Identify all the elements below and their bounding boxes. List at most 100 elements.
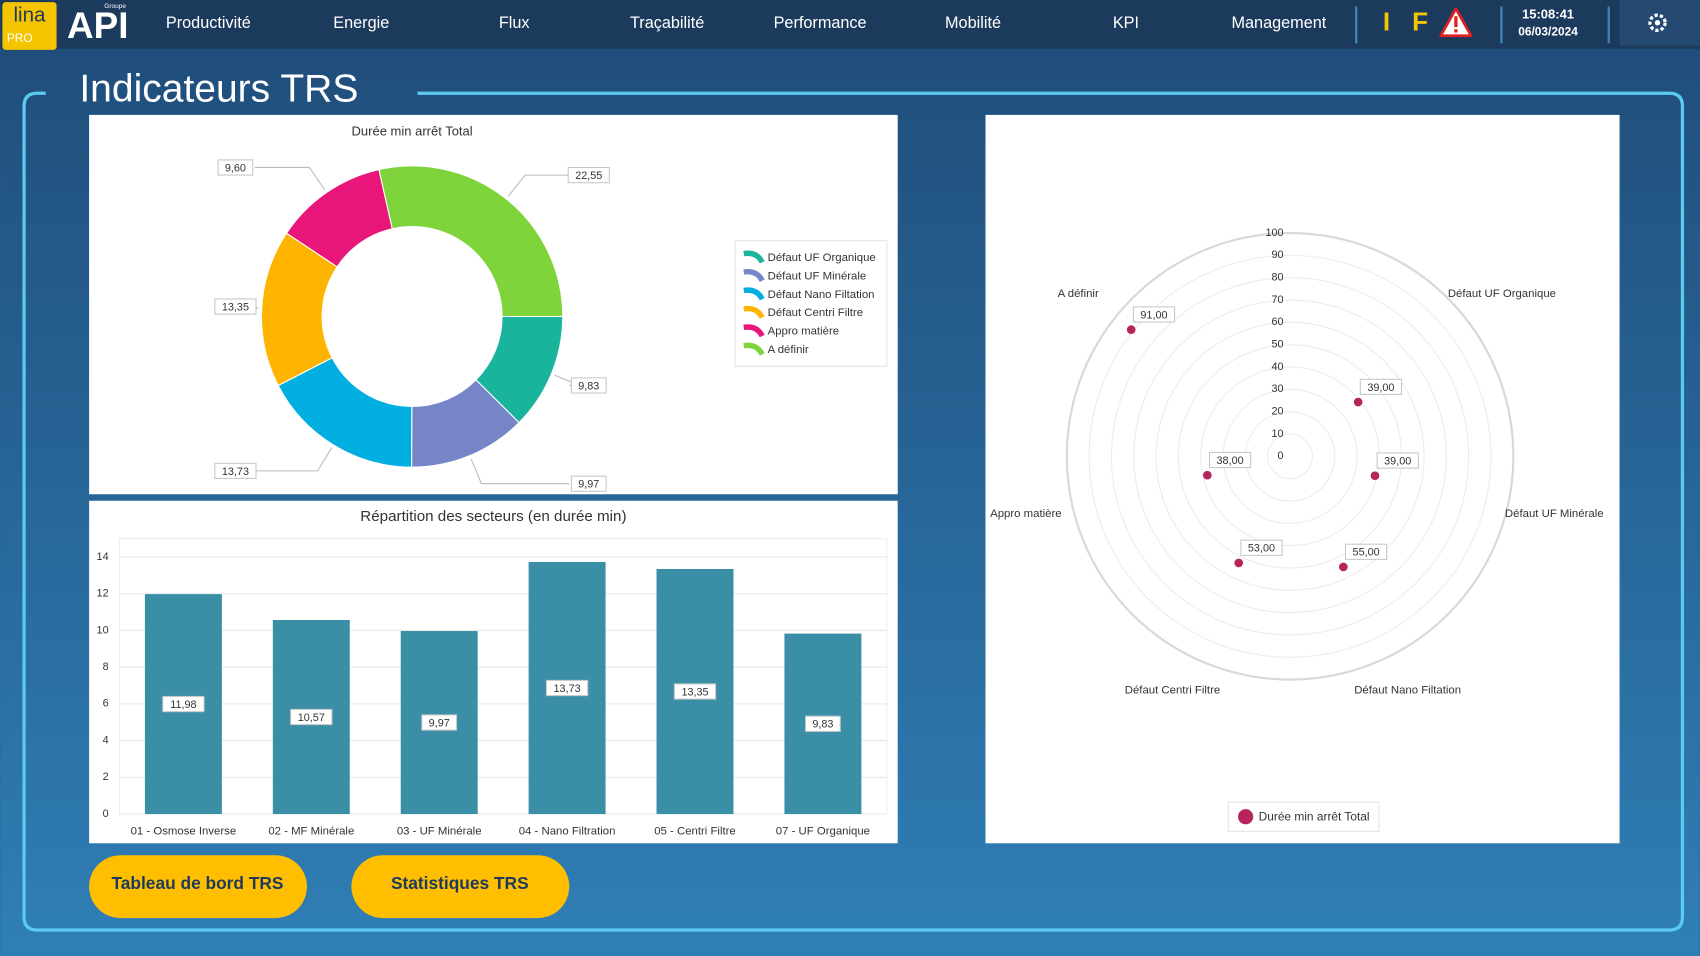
leader-line (254, 166, 326, 191)
settings-icon[interactable] (1648, 13, 1667, 32)
legend-label: Défaut UF Organique (768, 252, 876, 264)
warning-dot (1454, 29, 1458, 33)
status-indicator: I (1383, 7, 1390, 37)
bar-value-label-box (673, 683, 717, 700)
button-label[interactable]: Statistiques TRS (391, 873, 529, 893)
legend-swatch (743, 342, 765, 356)
bar-value-label-box (545, 679, 589, 697)
category-label: Défaut Centri Filtre (1125, 685, 1220, 697)
settings-icon-center (1654, 20, 1661, 26)
point-label: 39,00 (1384, 455, 1411, 467)
r-tick-label: 90 (1272, 249, 1284, 261)
clock-date: 06/03/2024 (1518, 25, 1578, 39)
point-label-box (1376, 452, 1419, 469)
point-label: 39,00 (1367, 382, 1394, 394)
legend-marker (1238, 809, 1254, 825)
legend-box (1227, 801, 1380, 832)
radar-point (1203, 470, 1212, 480)
slice-label-box (214, 462, 257, 480)
slice-label: 22,55 (575, 170, 602, 182)
point-label-box (1132, 306, 1176, 323)
slice-label: 9,97 (578, 479, 599, 491)
legend-label: Appro matière (768, 326, 839, 338)
point-label: 91,00 (1140, 309, 1167, 321)
x-tick-label: 04 - Nano Filtration (519, 825, 616, 837)
legend-swatch (743, 287, 765, 301)
slice-label: 13,73 (222, 466, 249, 478)
nav-item[interactable]: Traçabilité (630, 14, 704, 32)
r-tick-label: 40 (1272, 361, 1284, 373)
radar-point (1370, 471, 1380, 481)
grid-circle (1110, 277, 1470, 636)
legend-swatch (743, 269, 765, 283)
nav-item[interactable]: Energie (333, 14, 389, 32)
button-label[interactable]: Tableau de bord TRS (111, 873, 283, 893)
logo-group: Groupe (104, 3, 126, 10)
nav-item[interactable]: Flux (499, 14, 530, 32)
bar-value-label-box (805, 715, 841, 732)
y-tick-label: 10 (97, 624, 109, 636)
logo-brand: lina (13, 4, 46, 27)
r-tick-label: 50 (1272, 339, 1284, 351)
y-tick-label: 2 (103, 771, 109, 783)
grid-circle (1133, 299, 1447, 614)
legend-label: Défaut Nano Filtation (768, 289, 875, 301)
page-title: Indicateurs TRS (79, 67, 358, 110)
content-frame (22, 91, 1685, 932)
logo-box (2, 2, 57, 50)
button[interactable] (351, 855, 570, 919)
slice-label-box (570, 475, 607, 492)
clock-time: 15:08:41 (1522, 7, 1574, 22)
slice-label: 9,60 (225, 162, 246, 174)
logo-edition: PRO (7, 31, 33, 45)
nav-item[interactable]: Mobilité (945, 14, 1001, 32)
leader-line (507, 174, 570, 197)
donut-slice (378, 165, 564, 318)
y-tick-label: 14 (97, 551, 109, 563)
slice-label-box (214, 298, 257, 315)
leader-line (470, 458, 570, 485)
category-label: Défaut UF Organique (1448, 288, 1556, 300)
legend-label: Durée min arrêt Total (1259, 809, 1370, 823)
legend-swatch (743, 250, 765, 264)
nav-item[interactable]: Productivité (166, 14, 251, 32)
status-indicator: F (1412, 7, 1428, 37)
point-label-box (1208, 451, 1252, 469)
button[interactable] (89, 855, 307, 919)
slice-label-box (567, 166, 610, 184)
r-tick-label: 0 (1278, 450, 1284, 462)
r-tick-label: 60 (1272, 316, 1284, 328)
grid-circle (1088, 254, 1492, 658)
bar-panel (89, 500, 898, 844)
bar-value-label: 11,98 (170, 699, 196, 711)
chart-title: Durée min arrêt Total (352, 124, 473, 139)
r-tick-label: 80 (1272, 272, 1284, 284)
logo-name: API (67, 5, 128, 46)
legend-label: Défaut UF Minérale (768, 270, 867, 282)
nav-item[interactable]: Performance (774, 14, 867, 32)
radar-point (1353, 397, 1363, 407)
grid-circle (1267, 433, 1313, 480)
radar-point (1339, 562, 1348, 572)
category-label: A définir (1058, 288, 1099, 300)
grid-circle (1155, 321, 1425, 591)
r-tick-label: 30 (1272, 383, 1284, 395)
y-tick-label: 8 (103, 661, 109, 673)
leader-line (254, 447, 333, 472)
x-tick-label: 05 - Centri Filtre (654, 825, 736, 837)
slice-label: 9,83 (578, 380, 599, 392)
y-tick-label: 4 (103, 734, 109, 746)
r-tick-label: 100 (1265, 227, 1283, 239)
category-label: Défaut Nano Filtation (1354, 685, 1461, 697)
slice-label-box (217, 159, 254, 176)
nav-item[interactable]: KPI (1113, 14, 1139, 32)
x-tick-label: 02 - MF Minérale (268, 825, 354, 837)
y-tick-label: 6 (103, 698, 109, 710)
legend-label: A définir (768, 344, 809, 356)
nav-item[interactable]: Management (1231, 14, 1326, 32)
category-label: Appro matière (990, 508, 1061, 520)
legend-swatch (743, 305, 765, 319)
bar-value-label: 10,57 (298, 712, 325, 724)
